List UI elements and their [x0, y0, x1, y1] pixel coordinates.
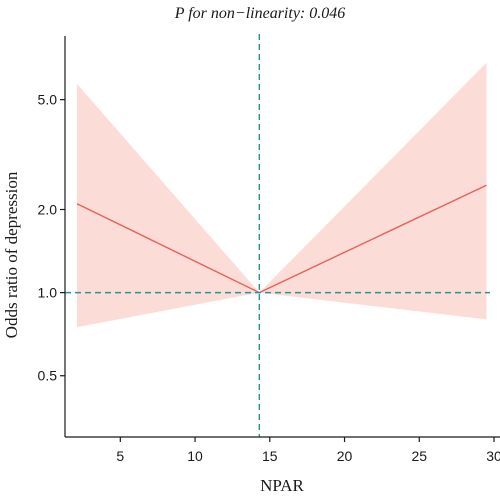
confidence-band	[77, 62, 487, 328]
chart-title: P for non−linearity: 0.046	[174, 5, 346, 22]
y-tick-label: 5.0	[38, 92, 58, 108]
y-tick-label: 0.5	[38, 368, 58, 384]
x-tick-label: 20	[337, 448, 353, 464]
plot-area	[65, 34, 490, 437]
x-axis-label: NPAR	[260, 476, 304, 495]
y-tick-label: 1.0	[38, 285, 58, 301]
y-axis-label: Odds ratio of depression	[2, 171, 21, 338]
x-tick-label: 25	[411, 448, 427, 464]
axes: 0.5 1.0 2.0 5.0 5 10 15 20 25 30	[38, 36, 500, 464]
x-tick-label: 5	[116, 448, 124, 464]
x-tick-label: 10	[187, 448, 203, 464]
x-tick-label: 15	[262, 448, 278, 464]
y-tick-label: 2.0	[38, 202, 58, 218]
x-tick-label: 30	[486, 448, 500, 464]
